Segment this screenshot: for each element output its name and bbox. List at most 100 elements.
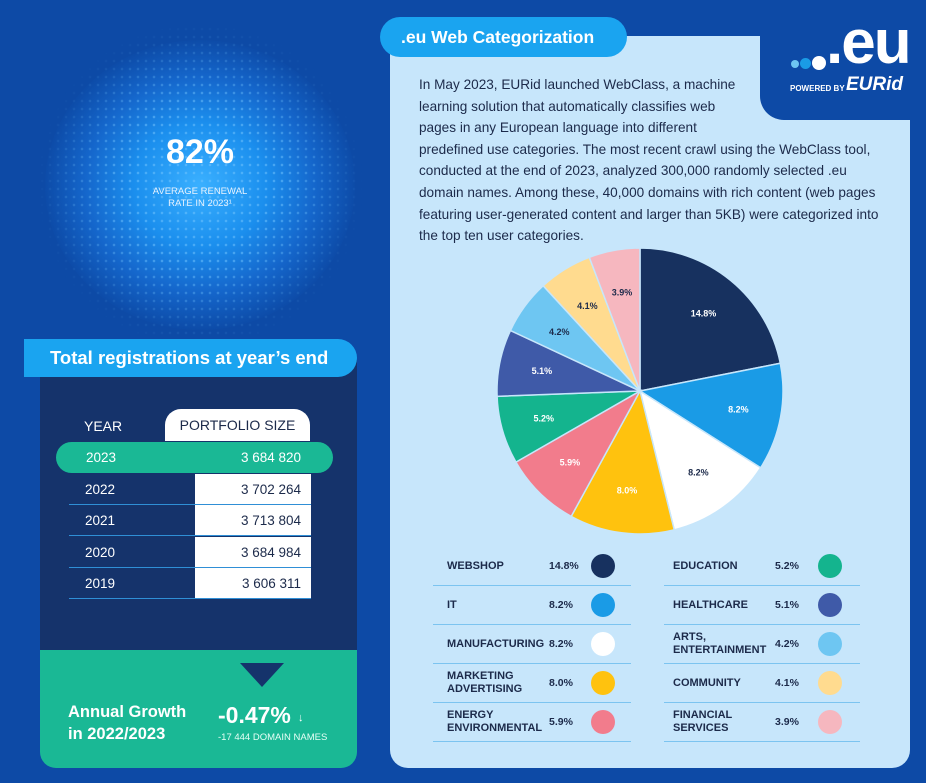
row-size: 3 684 820 [240, 450, 301, 465]
table-row: 2019 3 606 311 [69, 568, 311, 599]
growth-value: -0.47% [218, 702, 291, 728]
legend-label: IT [447, 599, 457, 612]
row-size-cell: 3 684 984 [195, 537, 311, 567]
pie-slice-label: 5.9% [560, 457, 581, 467]
annual-growth-panel [40, 650, 357, 768]
row-size: 3 713 804 [240, 513, 301, 528]
legend-label-line: WEBSHOP [447, 559, 504, 572]
category-pie-chart: 14.8% 8.2% 8.2% 8.0% 5.9% 5.2% 5.1% 4.2% 4.1% 3.9… [496, 248, 784, 535]
table-row: 2020 3 684 984 [69, 537, 311, 568]
legend-swatch [818, 593, 842, 617]
legend-value: 5.9% [549, 716, 573, 728]
legend-label-line: SERVICES [673, 722, 729, 734]
legend-label: COMMUNITY [673, 677, 741, 690]
legend-label: ARTS, ENTERTAINMENT [673, 631, 766, 657]
legend-label: FINANCIAL SERVICES [673, 709, 732, 735]
pie-slice-label: 5.1% [532, 366, 553, 376]
legend-swatch [818, 632, 842, 656]
legend-divider [433, 663, 631, 664]
legend-divider [433, 624, 631, 625]
growth-label-line2: in 2022/2023 [68, 725, 166, 743]
intro-line: learning solution that automatically cla… [419, 98, 716, 114]
logo-powered-by: POWERED BY [790, 84, 845, 93]
legend-label-line: EDUCATION [673, 559, 738, 572]
growth-domain-count: -17 444 DOMAIN NAMES [218, 732, 328, 743]
table-row-highlight: 2023 3 684 820 [56, 442, 333, 473]
legend-label-line: FINANCIAL [673, 709, 733, 721]
renewal-dot-pattern [30, 25, 370, 345]
legend-swatch [591, 710, 615, 734]
legend-swatch [818, 710, 842, 734]
legend-swatch [818, 554, 842, 578]
web-categorization-title: .eu Web Categorization [380, 17, 627, 57]
legend-divider [664, 663, 860, 664]
legend-divider [433, 585, 631, 586]
row-year: 2020 [85, 545, 116, 560]
legend-value: 14.8% [549, 560, 579, 572]
legend-label-line: ENVIRONMENTAL [447, 722, 543, 734]
legend-label: ENERGY ENVIRONMENTAL [447, 709, 542, 735]
renewal-rate-label: AVERAGE RENEWAL RATE IN 2023¹ [110, 186, 290, 210]
legend-divider [664, 624, 860, 625]
row-year: 2022 [85, 482, 116, 497]
eu-logo: .eu [826, 8, 912, 77]
legend-value: 8.0% [549, 677, 573, 689]
legend-divider [433, 741, 631, 742]
table-row: 2021 3 713 804 [69, 505, 311, 536]
intro-line: the top ten user categories. [419, 228, 584, 244]
row-year: 2019 [85, 576, 116, 591]
row-size-cell: 3 713 804 [195, 505, 311, 535]
legend-value: 8.2% [549, 599, 573, 611]
legend-label-line: IT [447, 598, 457, 611]
legend-label: HEALTHCARE [673, 599, 748, 612]
legend-divider [433, 702, 631, 703]
pie-slice-label: 3.9% [612, 288, 633, 298]
table-row: 2022 3 702 264 [69, 474, 311, 505]
legend-swatch [591, 554, 615, 578]
legend-value: 4.2% [775, 638, 799, 650]
intro-line: domain names. Among these, 40,000 domain… [419, 184, 876, 200]
legend-divider [664, 585, 860, 586]
pie-slice-webshop [639, 248, 782, 392]
intro-line: conducted at the end of 2023, analyzed 3… [419, 163, 847, 179]
intro-line: featuring user-generated content and lar… [419, 206, 879, 222]
legend-swatch [591, 632, 615, 656]
growth-label-line1: Annual Growth [68, 703, 187, 721]
row-year: 2021 [85, 513, 116, 528]
row-size: 3 606 311 [241, 576, 301, 591]
logo-dot-small [791, 60, 799, 68]
down-arrow-icon: ↓ [298, 712, 304, 724]
row-year: 2023 [86, 450, 117, 465]
growth-label: Annual Growth in 2022/2023 [68, 701, 186, 745]
logo-dot-large [812, 56, 826, 70]
renewal-label-line1: AVERAGE RENEWAL [152, 186, 248, 197]
legend-label: MARKETING ADVERTISING [447, 670, 522, 696]
pie-slice-label: 14.8% [691, 309, 717, 319]
legend-label-line: COMMUNITY [673, 676, 741, 689]
pie-slice-label: 8.0% [617, 485, 638, 495]
renewal-label-line2: RATE IN 2023¹ [168, 198, 232, 209]
legend-label-line: MANUFACTURING [447, 637, 545, 650]
pie-slice-label: 4.1% [577, 301, 598, 311]
legend-value: 5.2% [775, 560, 799, 572]
legend-label-line: ARTS, [673, 631, 706, 643]
column-header-portfolio: PORTFOLIO SIZE [165, 409, 310, 441]
legend-divider [664, 702, 860, 703]
pie-slice-it [638, 362, 784, 469]
eu-logo-box [760, 8, 926, 120]
intro-line: predefined use categories. The most rece… [419, 141, 871, 157]
panel-notch [240, 663, 284, 687]
intro-paragraph: In May 2023, EURid launched WebClass, a … [419, 74, 895, 247]
row-size-cell: 3 606 311 [195, 568, 311, 598]
legend-swatch [591, 671, 615, 695]
legend-value: 8.2% [549, 638, 573, 650]
row-size-cell: 3 702 264 [195, 474, 311, 504]
legend-value: 4.1% [775, 677, 799, 689]
legend-value: 3.9% [775, 716, 799, 728]
eurid-logo: EURid [846, 74, 903, 95]
legend-label-line: MARKETING [447, 670, 514, 682]
legend-swatch [818, 671, 842, 695]
pie-slice-label: 5.2% [534, 414, 555, 424]
legend-label-line: ADVERTISING [447, 683, 523, 695]
legend-label-line: HEALTHCARE [673, 598, 748, 611]
